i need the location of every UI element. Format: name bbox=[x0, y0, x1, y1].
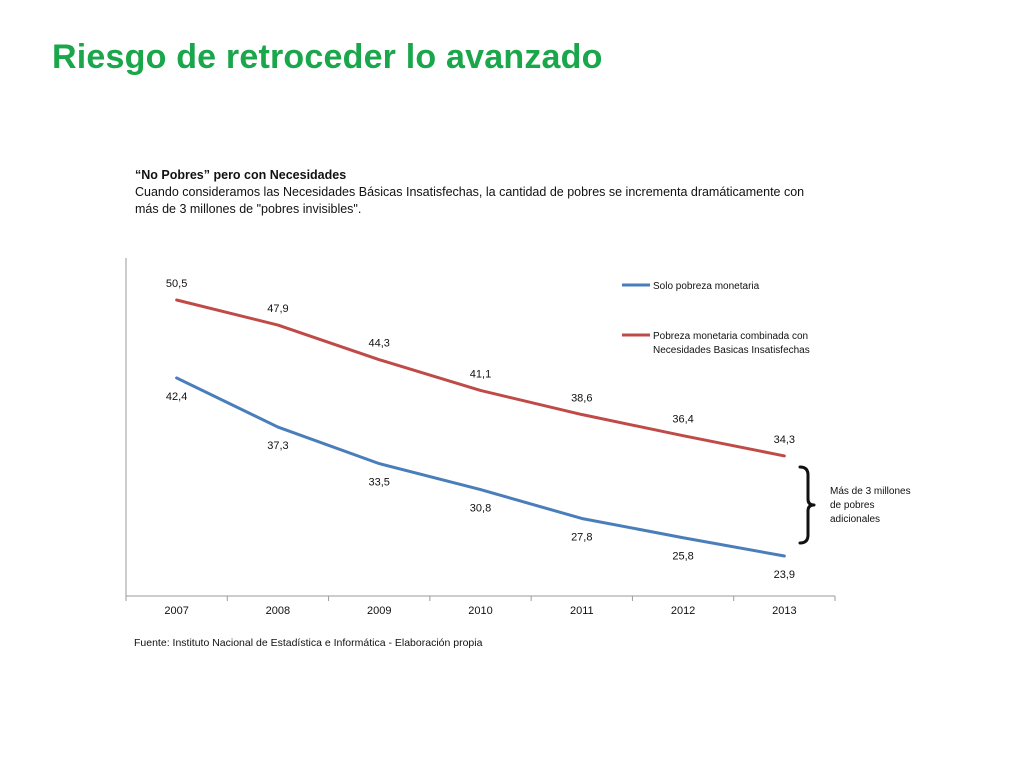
x-tick-label: 2012 bbox=[671, 605, 695, 617]
data-label: 41,1 bbox=[470, 368, 491, 380]
data-label: 36,4 bbox=[672, 414, 693, 426]
data-label: 50,5 bbox=[166, 278, 187, 290]
series-line-2 bbox=[175, 298, 786, 458]
legend-label-2: Pobreza monetaria combinada con bbox=[653, 331, 808, 342]
data-label: 30,8 bbox=[470, 503, 491, 515]
chart-description: Cuando consideramos las Necesidades Bási… bbox=[135, 185, 805, 216]
data-label: 47,9 bbox=[267, 303, 288, 315]
annotation-text: adicionales bbox=[830, 514, 880, 525]
data-label: 42,4 bbox=[166, 391, 187, 403]
data-label: 44,3 bbox=[369, 338, 390, 350]
data-label: 23,9 bbox=[774, 569, 795, 581]
x-tick-label: 2013 bbox=[772, 605, 796, 617]
data-label: 38,6 bbox=[571, 393, 592, 405]
data-label: 25,8 bbox=[672, 551, 693, 563]
annotation-text: Más de 3 millones bbox=[830, 486, 911, 497]
source-note: Fuente: Instituto Nacional de Estadístic… bbox=[134, 637, 483, 649]
data-label: 34,3 bbox=[774, 434, 795, 446]
x-tick-label: 2011 bbox=[570, 605, 594, 617]
chart-heading-title: “No Pobres” pero con Necesidades bbox=[135, 168, 347, 182]
data-label: 33,5 bbox=[369, 477, 390, 489]
x-tick-label: 2008 bbox=[266, 605, 290, 617]
annotation-brace bbox=[798, 465, 816, 545]
slide-title: Riesgo de retroceder lo avanzado bbox=[52, 38, 603, 76]
x-tick-label: 2007 bbox=[164, 605, 188, 617]
chart-heading: “No Pobres” pero con Necesidades Cuando … bbox=[135, 167, 815, 218]
data-label: 27,8 bbox=[571, 531, 592, 543]
annotation-text: de pobres bbox=[830, 500, 874, 511]
x-tick-label: 2010 bbox=[468, 605, 492, 617]
data-label: 37,3 bbox=[267, 440, 288, 452]
legend-label-2: Necesidades Basicas Insatisfechas bbox=[653, 345, 810, 356]
legend-label-1: Solo pobreza monetaria bbox=[653, 281, 760, 292]
series-line-1 bbox=[175, 376, 786, 558]
x-tick-label: 2009 bbox=[367, 605, 391, 617]
